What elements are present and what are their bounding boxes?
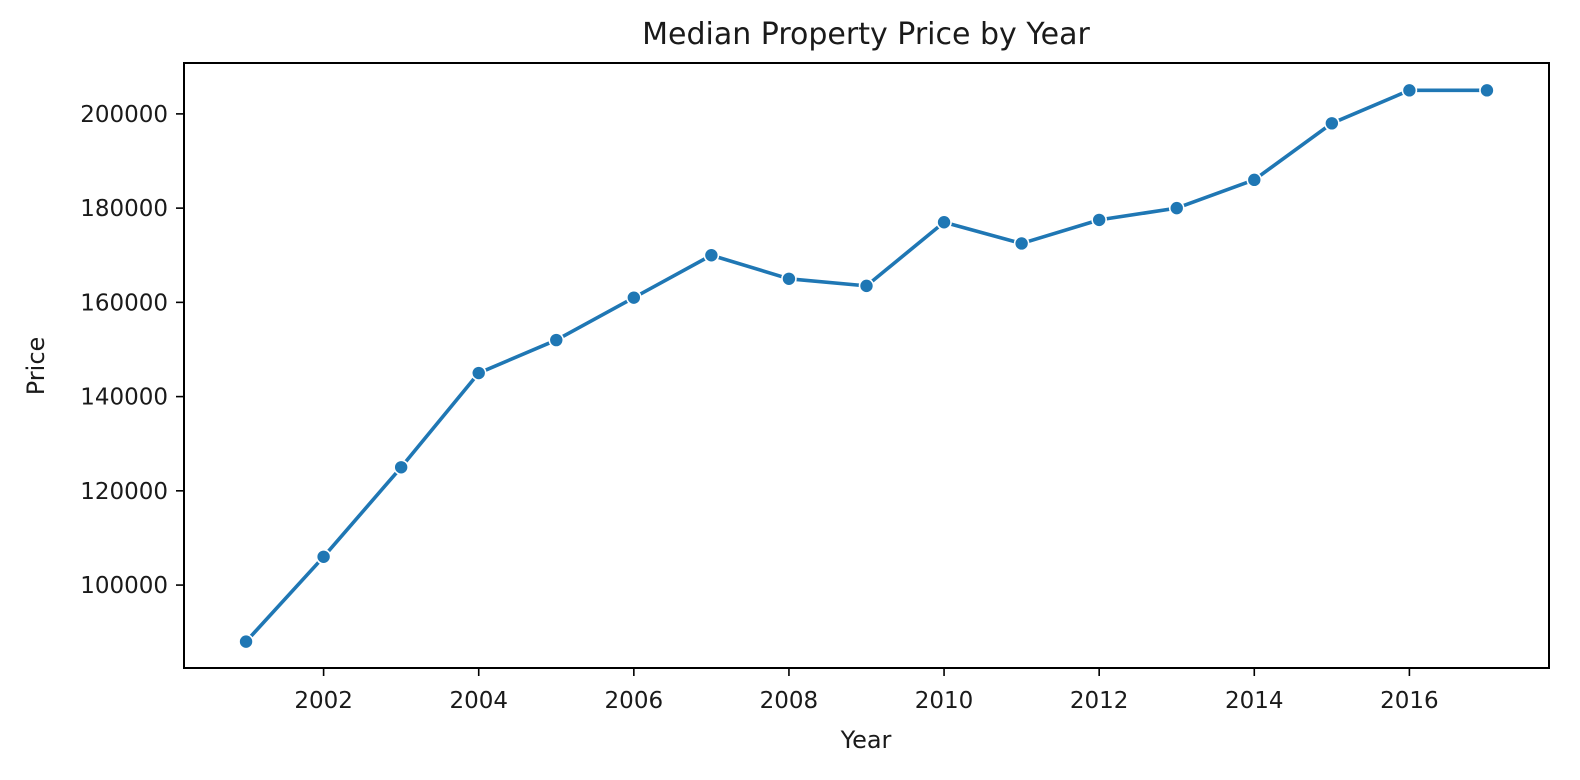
data-point — [1479, 82, 1495, 99]
y-tick-label: 180000 — [80, 196, 168, 222]
data-point — [470, 365, 487, 381]
x-tick-label: 2008 — [760, 688, 819, 714]
data-point — [626, 289, 642, 306]
data-point — [238, 633, 254, 650]
x-tick-label: 2012 — [1070, 688, 1129, 714]
data-point — [1324, 115, 1340, 132]
plot-series — [238, 82, 1495, 650]
data-point — [1246, 172, 1263, 188]
data-point — [1168, 200, 1185, 216]
plot-frame — [183, 62, 1550, 669]
chart-title: Median Property Price by Year — [642, 17, 1090, 52]
data-point — [703, 247, 720, 264]
x-tick-label: 2016 — [1380, 688, 1439, 714]
data-point — [1091, 212, 1107, 228]
data-point — [315, 549, 332, 565]
data-point — [858, 278, 875, 294]
x-tick-label: 2004 — [449, 688, 508, 714]
series-line — [244, 88, 1489, 644]
x-tick-label: 2014 — [1225, 688, 1284, 714]
x-axis-label: Year — [840, 726, 892, 754]
y-tick-label: 100000 — [80, 573, 168, 599]
y-tick-label: 120000 — [80, 479, 168, 505]
y-tick-label: 140000 — [80, 385, 168, 411]
x-axis-ticks: 2002 2004 2006 2008 2010 2012 2014 2016 — [294, 668, 1439, 714]
y-axis-ticks: 100000 120000 140000 160000 180000 200000 — [80, 102, 184, 599]
y-axis-label: Price — [22, 337, 50, 396]
data-point — [548, 332, 565, 348]
data-point — [393, 459, 409, 476]
x-tick-label: 2006 — [605, 688, 664, 714]
data-point — [936, 214, 952, 231]
x-tick-label: 2002 — [294, 688, 353, 714]
data-point — [1401, 82, 1418, 99]
data-point — [781, 271, 797, 287]
y-tick-label: 160000 — [80, 290, 168, 316]
x-tick-label: 2010 — [915, 688, 974, 714]
data-point — [1013, 235, 1030, 252]
y-tick-label: 200000 — [80, 102, 168, 128]
